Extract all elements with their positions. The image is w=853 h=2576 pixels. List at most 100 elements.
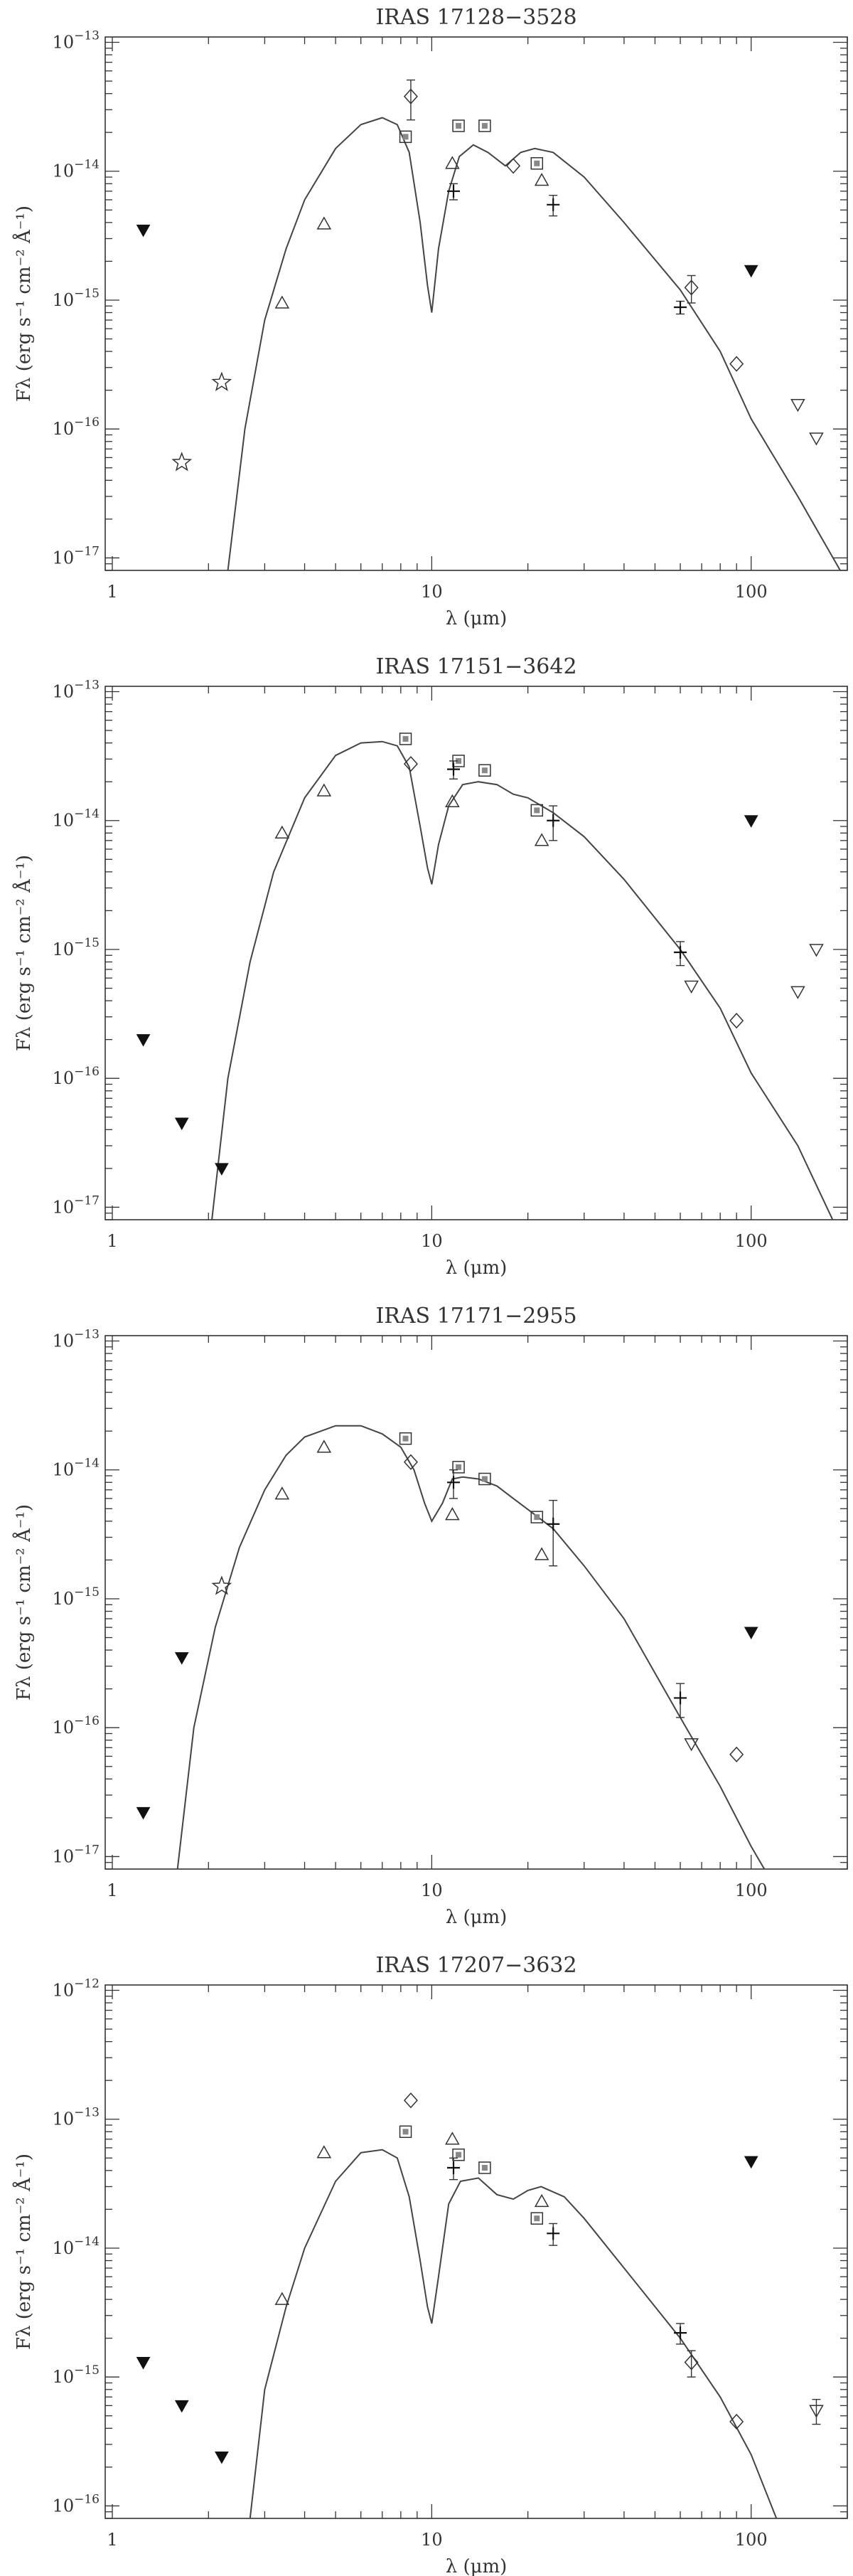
data-point-square-fill — [402, 2129, 409, 2135]
data-point-square-fill — [534, 1514, 540, 1521]
data-point-triangle-up — [316, 783, 332, 797]
y-axis-label: Fλ (erg s⁻¹ cm⁻² Å⁻¹) — [12, 206, 35, 402]
data-point-square-fill — [456, 2151, 462, 2158]
chart-panel: IRAS 17171−2955 1 10 100 10−17 10−16 10−15 10−1… — [12, 1304, 848, 1928]
y-tick-label: 10−16 — [53, 415, 100, 439]
y-tick-label: 10−14 — [53, 807, 100, 831]
data-point-triangle-up — [445, 2131, 460, 2145]
data-point-square — [478, 1472, 491, 1486]
upper-limit-marker — [744, 2156, 758, 2169]
data-point-square — [452, 1461, 465, 1474]
data-point-triangle-up — [445, 1507, 460, 1521]
chart-title: IRAS 17151−3642 — [375, 654, 576, 679]
model-sed-curve — [249, 2149, 778, 2518]
data-point-square-fill — [481, 122, 488, 129]
data-point-triangle-up — [534, 172, 549, 186]
data-point-triangle-up — [316, 2145, 332, 2159]
data-point-square — [530, 804, 544, 817]
x-tick-label: 100 — [735, 582, 768, 602]
y-tick-label: 10−14 — [53, 2235, 100, 2258]
y-tick-label: 10−13 — [53, 29, 100, 53]
data-point-triangle-down — [684, 1738, 699, 1752]
y-tick-label: 10−15 — [53, 2363, 100, 2387]
x-tick-label: 100 — [735, 2530, 768, 2550]
data-point-diamond — [403, 88, 418, 105]
data-point-square — [399, 733, 412, 745]
y-tick-label: 10−12 — [53, 1977, 100, 2001]
data-point-triangle-down — [809, 432, 824, 446]
x-axis-label: λ (μm) — [446, 2556, 508, 2576]
data-point-square-fill — [481, 1476, 488, 1482]
y-tick-label: 10−13 — [53, 2106, 100, 2129]
chart-panel: IRAS 17207−3632 1 10 100 10−16 10−15 10−14 10−1… — [12, 1953, 848, 2576]
y-tick-label: 10−14 — [53, 1457, 100, 1480]
data-point-triangle-up — [316, 216, 332, 230]
y-tick-label: 10−17 — [53, 544, 100, 568]
data-point-square-fill — [534, 2215, 540, 2222]
x-tick-label: 1 — [107, 2530, 117, 2550]
data-point-diamond — [729, 2413, 744, 2430]
data-point-square-fill — [456, 122, 462, 129]
upper-limit-marker — [744, 265, 758, 278]
y-axis-label: Fλ (erg s⁻¹ cm⁻² Å⁻¹) — [12, 1504, 35, 1701]
y-tick-label: 10−17 — [53, 1843, 100, 1866]
plot-frame — [104, 1335, 848, 1870]
chart-title: IRAS 17207−3632 — [375, 1953, 576, 1978]
x-tick-label: 10 — [421, 1880, 443, 1900]
model-sed-curve — [176, 1425, 766, 1869]
upper-limit-marker — [174, 1117, 189, 1131]
x-axis-label: λ (μm) — [446, 608, 508, 629]
data-point-triangle-down — [790, 398, 805, 413]
data-point-square — [399, 2125, 412, 2139]
data-point-square — [452, 2148, 465, 2161]
y-tick-label: 10−14 — [53, 158, 100, 181]
data-point-square — [478, 764, 491, 777]
data-point-diamond — [684, 280, 699, 296]
data-point-square — [478, 119, 491, 132]
upper-limit-marker — [174, 2400, 189, 2413]
data-point-triangle-up — [534, 2193, 549, 2208]
x-tick-label: 10 — [421, 582, 443, 602]
data-point-square — [452, 119, 465, 132]
data-point-triangle-up — [445, 156, 460, 169]
plot-frame — [104, 1984, 848, 2519]
data-point-star — [211, 371, 232, 391]
data-point-diamond — [729, 356, 744, 372]
data-point-diamond — [403, 1454, 418, 1470]
data-point-square-fill — [402, 1435, 409, 1442]
data-point-square-fill — [481, 2165, 488, 2171]
y-tick-label: 10−16 — [53, 1714, 100, 1737]
data-point-square-fill — [534, 807, 540, 814]
model-sed-curve — [227, 117, 841, 570]
data-point-diamond — [506, 158, 521, 174]
upper-limit-marker — [136, 2357, 151, 2370]
data-point-square — [399, 130, 412, 144]
x-tick-label: 10 — [421, 2530, 443, 2550]
upper-limit-marker — [136, 1034, 151, 1047]
data-point-square-fill — [481, 767, 488, 774]
plot-frame — [104, 36, 848, 571]
data-point-square — [530, 2212, 544, 2225]
y-tick-label: 10−15 — [53, 936, 100, 959]
y-tick-label: 10−17 — [53, 1193, 100, 1217]
x-tick-label: 1 — [107, 1880, 117, 1900]
data-point-square — [399, 1432, 412, 1445]
model-sed-curve — [211, 740, 834, 1220]
data-point-diamond — [729, 1013, 744, 1029]
upper-limit-marker — [136, 224, 151, 238]
data-point-triangle-up — [274, 2292, 290, 2305]
data-point-square-fill — [402, 134, 409, 140]
data-point-triangle-down — [790, 986, 805, 999]
data-point-diamond — [684, 2354, 699, 2370]
upper-limit-marker — [744, 815, 758, 828]
upper-limit-marker — [215, 1163, 229, 1176]
y-tick-label: 10−13 — [53, 1328, 100, 1351]
data-point-star — [171, 452, 193, 472]
data-point-triangle-down — [809, 944, 824, 957]
y-tick-label: 10−13 — [53, 678, 100, 702]
upper-limit-marker — [136, 1806, 151, 1820]
data-point-square — [530, 1511, 544, 1523]
plot-frame — [104, 686, 848, 1220]
data-point-square-fill — [402, 735, 409, 742]
